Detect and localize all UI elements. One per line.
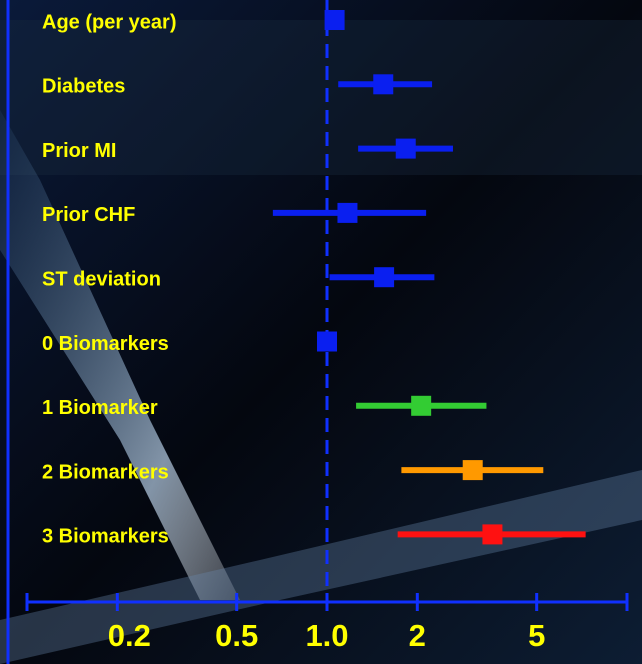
point-estimate [411,395,432,416]
point-estimate [337,202,358,223]
category-label: Age (per year) [42,11,177,33]
x-tick-label: 5 [528,618,545,653]
category-label: 2 Biomarkers [42,461,169,483]
x-tick-label: 1.0 [305,618,348,653]
light-streak [0,110,240,600]
category-label: Prior CHF [42,204,135,226]
category-label: ST deviation [42,268,161,290]
category-label: 0 Biomarkers [42,333,169,355]
light-streak [0,470,642,664]
x-tick-label: 0.5 [215,618,258,653]
background-band [0,20,642,175]
point-estimate [482,524,503,545]
point-estimate [395,138,416,159]
category-label: Prior MI [42,140,116,162]
category-label: Diabetes [42,76,125,98]
category-label: 1 Biomarker [42,397,158,419]
x-tick-label: 2 [409,618,426,653]
point-estimate [462,460,483,481]
point-estimate [317,331,337,352]
point-estimate [373,74,394,95]
category-label: 3 Biomarkers [42,526,169,548]
x-tick-label: 0.2 [108,618,151,653]
point-estimate [374,267,395,288]
point-estimate [324,10,345,30]
